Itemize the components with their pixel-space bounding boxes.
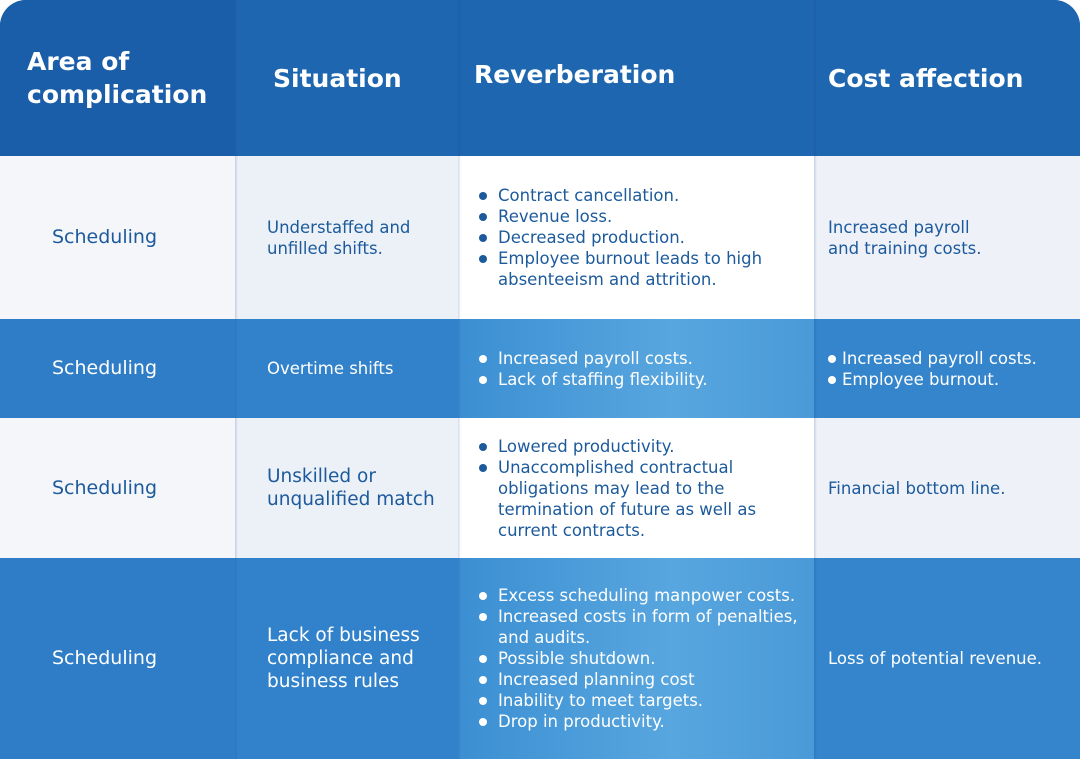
list-item: Increased planning cost <box>476 669 808 690</box>
reverberation-cell: Lowered productivity. Unaccomplished con… <box>458 418 814 558</box>
reverberation-cell: Increased payroll costs. Lack of staffin… <box>458 319 814 418</box>
situation-cell: Unskilled or unqualified match <box>235 418 458 558</box>
list-item: Excess scheduling manpower costs. <box>476 585 808 606</box>
list-item: Drop in productivity. <box>476 711 808 732</box>
reverberation-cell: Excess scheduling manpower costs. Increa… <box>458 558 814 759</box>
list-item: Decreased production. <box>476 227 796 248</box>
situation-cell: Overtime shifts <box>235 319 458 418</box>
area-cell: Scheduling <box>0 558 235 759</box>
list-item: Lowered productivity. <box>476 436 796 457</box>
cost-cell: Increased payroll and training costs. <box>814 156 1080 319</box>
header-situation: Situation <box>235 0 458 156</box>
header-reverberation: Reverberation <box>458 0 814 156</box>
list-item: Employee burnout. <box>828 369 1073 390</box>
reverberation-cell: Contract cancellation. Revenue loss. Dec… <box>458 156 814 319</box>
cost-cell: Financial bottom line. <box>814 418 1080 558</box>
list-item: Lack of staffing flexibility. <box>476 369 796 390</box>
list-item: Increased payroll costs. <box>476 348 796 369</box>
header-area-of-complication: Area of complication <box>0 0 235 156</box>
table-row: Scheduling Lack of business compliance a… <box>0 558 1080 759</box>
list-item: Contract cancellation. <box>476 185 796 206</box>
table-header: Area of complication Situation Reverbera… <box>0 0 1080 156</box>
list-item: Inability to meet targets. <box>476 690 808 711</box>
area-cell: Scheduling <box>0 418 235 558</box>
cost-cell: Increased payroll costs. Employee burnou… <box>814 319 1080 418</box>
table-row: Scheduling Overtime shifts Increased pay… <box>0 319 1080 418</box>
list-item: Increased costs in form of penalties, an… <box>476 606 808 648</box>
table-row: Scheduling Understaffed and unfilled shi… <box>0 156 1080 319</box>
area-cell: Scheduling <box>0 319 235 418</box>
list-item: Employee burnout leads to high absenteei… <box>476 248 796 290</box>
situation-cell: Lack of business compliance and business… <box>235 558 458 759</box>
cost-cell: Loss of potential revenue. <box>814 558 1080 759</box>
list-item: Revenue loss. <box>476 206 796 227</box>
situation-cell: Understaffed and unfilled shifts. <box>235 156 458 319</box>
header-cost-affection: Cost affection <box>814 0 1080 156</box>
list-item: Unaccomplished contractual obligations m… <box>476 457 796 541</box>
area-cell: Scheduling <box>0 156 235 319</box>
list-item: Increased payroll costs. <box>828 348 1073 369</box>
table-row: Scheduling Unskilled or unqualified matc… <box>0 418 1080 558</box>
list-item: Possible shutdown. <box>476 648 808 669</box>
